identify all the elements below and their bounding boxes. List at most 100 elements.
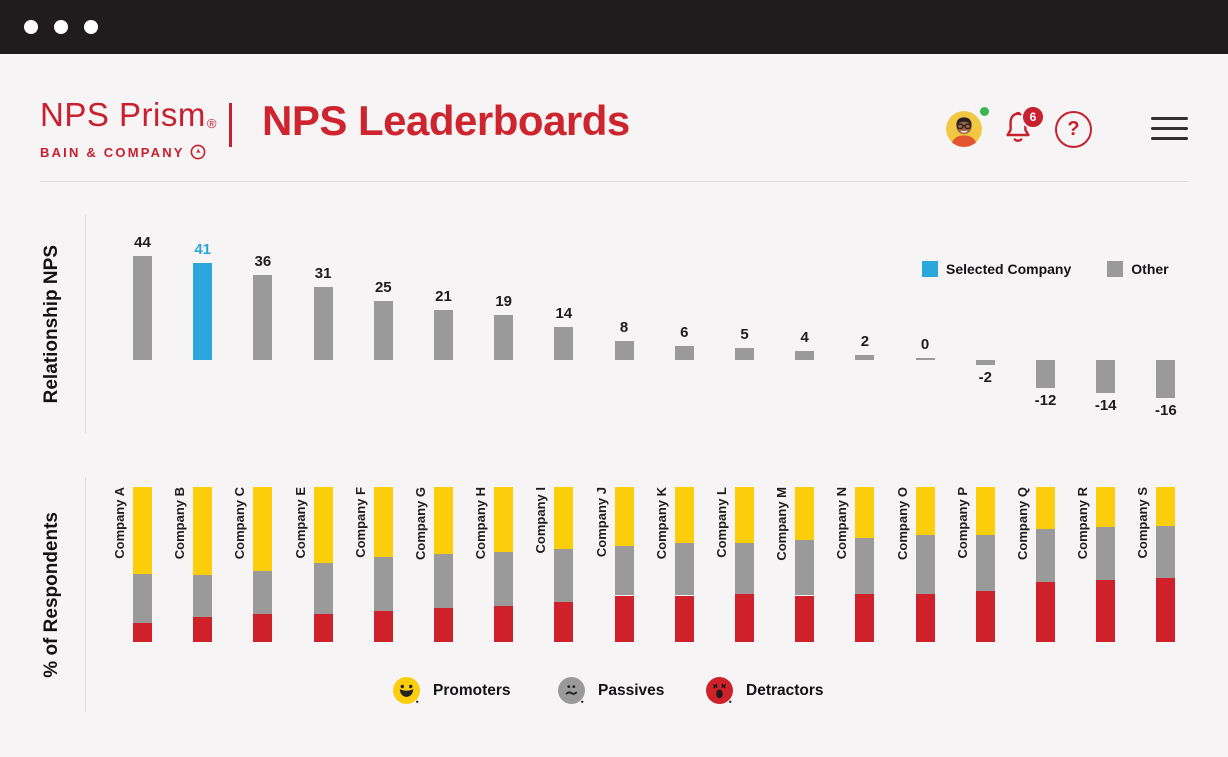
stack-detractors-company-e[interactable] — [313, 614, 333, 642]
stack-passives-company-a[interactable] — [133, 573, 152, 624]
user-avatar[interactable] — [946, 111, 982, 147]
nps-bar-company-j[interactable] — [614, 341, 634, 360]
help-glyph: ? — [1067, 118, 1080, 140]
stack-detractors-company-f[interactable] — [373, 611, 393, 642]
stack-detractors-company-b[interactable] — [193, 617, 213, 642]
stack-detractors-company-r[interactable] — [1096, 580, 1116, 642]
nps-bar-company-m[interactable] — [795, 350, 815, 360]
menu-hamburger-icon[interactable] — [1151, 117, 1188, 140]
stack-promoters-company-g[interactable] — [434, 487, 453, 554]
stack-promoters-company-l[interactable] — [735, 487, 754, 543]
stack-passives-company-i[interactable] — [554, 549, 574, 602]
company-label-company-n: Company N — [834, 487, 850, 560]
stack-detractors-company-a[interactable] — [133, 623, 152, 642]
window-control-dot-3[interactable] — [84, 20, 98, 34]
legend-detractors: Detractors — [706, 677, 824, 704]
stack-promoters-company-s[interactable] — [1156, 487, 1176, 526]
stack-promoters-company-e[interactable] — [313, 487, 333, 563]
stack-promoters-company-k[interactable] — [674, 487, 694, 543]
stack-passives-company-s[interactable] — [1156, 525, 1176, 579]
stack-passives-company-p[interactable] — [975, 535, 995, 591]
brand-logo[interactable]: NPS Prism® BAIN & COMPANY — [40, 98, 217, 160]
stack-passives-company-g[interactable] — [434, 553, 453, 608]
nps-value-company-n: 2 — [860, 333, 870, 351]
nps-value-company-g: 21 — [435, 288, 452, 306]
nps-bar-company-g[interactable] — [434, 310, 453, 360]
nps-bar-company-c[interactable] — [253, 275, 273, 360]
stack-detractors-company-g[interactable] — [434, 607, 453, 642]
stack-detractors-company-m[interactable] — [795, 595, 815, 642]
stack-promoters-company-n[interactable] — [855, 487, 875, 539]
nps-value-company-j: 8 — [619, 319, 629, 337]
stack-passives-company-k[interactable] — [674, 542, 694, 596]
company-label-company-i: Company I — [533, 487, 549, 554]
legend-swatch-other — [1107, 261, 1124, 277]
brand-subtitle: BAIN & COMPANY — [40, 144, 217, 160]
stack-passives-company-r[interactable] — [1096, 527, 1116, 580]
stack-promoters-company-m[interactable] — [795, 487, 815, 540]
stack-detractors-company-h[interactable] — [494, 606, 514, 642]
stack-promoters-company-r[interactable] — [1096, 487, 1116, 528]
stack-detractors-company-c[interactable] — [253, 614, 273, 642]
nps-value-company-b: 41 — [194, 241, 212, 259]
stack-passives-company-n[interactable] — [855, 538, 875, 594]
registered-mark: ® — [206, 116, 217, 131]
stack-passives-company-f[interactable] — [373, 556, 393, 611]
stack-detractors-company-o[interactable] — [915, 593, 935, 642]
nps-bar-company-q[interactable] — [1036, 360, 1055, 389]
bain-compass-icon — [190, 144, 206, 160]
stack-passives-company-j[interactable] — [614, 545, 634, 596]
nps-bar-company-f[interactable] — [373, 301, 393, 360]
stack-passives-company-h[interactable] — [494, 552, 514, 607]
stack-passives-company-q[interactable] — [1036, 528, 1055, 582]
nps-bar-company-h[interactable] — [494, 315, 514, 360]
axis-divider-bottom — [85, 477, 86, 712]
page-title: NPS Leaderboards — [262, 97, 630, 144]
stack-detractors-company-k[interactable] — [674, 595, 694, 642]
stack-promoters-company-b[interactable] — [193, 487, 213, 576]
nps-bar-company-l[interactable] — [735, 348, 754, 360]
stack-detractors-company-n[interactable] — [855, 593, 875, 642]
stack-detractors-company-i[interactable] — [554, 601, 574, 642]
promoter-face-icon — [393, 677, 420, 704]
window-control-dot-1[interactable] — [24, 20, 38, 34]
stack-promoters-company-a[interactable] — [133, 487, 152, 574]
nps-bar-company-o[interactable] — [915, 357, 935, 360]
nps-bar-company-s[interactable] — [1156, 360, 1176, 398]
stack-promoters-company-i[interactable] — [554, 487, 574, 549]
company-label-company-o: Company O — [894, 487, 910, 560]
stack-detractors-company-p[interactable] — [975, 590, 995, 642]
stack-passives-company-o[interactable] — [915, 535, 935, 594]
company-label-company-p: Company P — [954, 487, 970, 559]
stack-passives-company-l[interactable] — [735, 542, 754, 594]
stack-detractors-company-q[interactable] — [1036, 581, 1055, 642]
stack-passives-company-b[interactable] — [193, 575, 213, 618]
stack-promoters-company-f[interactable] — [373, 487, 393, 557]
nps-bar-company-r[interactable] — [1096, 360, 1116, 394]
legend-label-other: Other — [1131, 261, 1169, 277]
stack-promoters-company-j[interactable] — [614, 487, 634, 546]
stack-promoters-company-p[interactable] — [975, 487, 995, 536]
nps-bar-company-e[interactable] — [313, 286, 333, 360]
nps-bar-company-n[interactable] — [855, 355, 875, 360]
detractor-face-icon — [706, 677, 733, 704]
stack-detractors-company-s[interactable] — [1156, 578, 1176, 642]
stack-passives-company-c[interactable] — [253, 570, 273, 615]
stack-passives-company-m[interactable] — [795, 539, 815, 596]
stack-promoters-company-h[interactable] — [494, 487, 514, 553]
nps-bar-company-i[interactable] — [554, 326, 574, 360]
stack-promoters-company-c[interactable] — [253, 487, 273, 571]
stack-detractors-company-j[interactable] — [614, 595, 634, 642]
nps-bar-company-p[interactable] — [975, 360, 995, 365]
stack-promoters-company-o[interactable] — [915, 487, 935, 536]
nps-bar-company-k[interactable] — [674, 345, 694, 360]
stack-promoters-company-q[interactable] — [1036, 487, 1055, 529]
nps-bar-company-a[interactable] — [133, 256, 152, 360]
nps-bar-company-b[interactable] — [193, 263, 213, 360]
stack-detractors-company-l[interactable] — [735, 593, 754, 642]
window-control-dot-2[interactable] — [54, 20, 68, 34]
help-icon[interactable]: ? — [1055, 111, 1092, 148]
stack-passives-company-e[interactable] — [313, 562, 333, 615]
